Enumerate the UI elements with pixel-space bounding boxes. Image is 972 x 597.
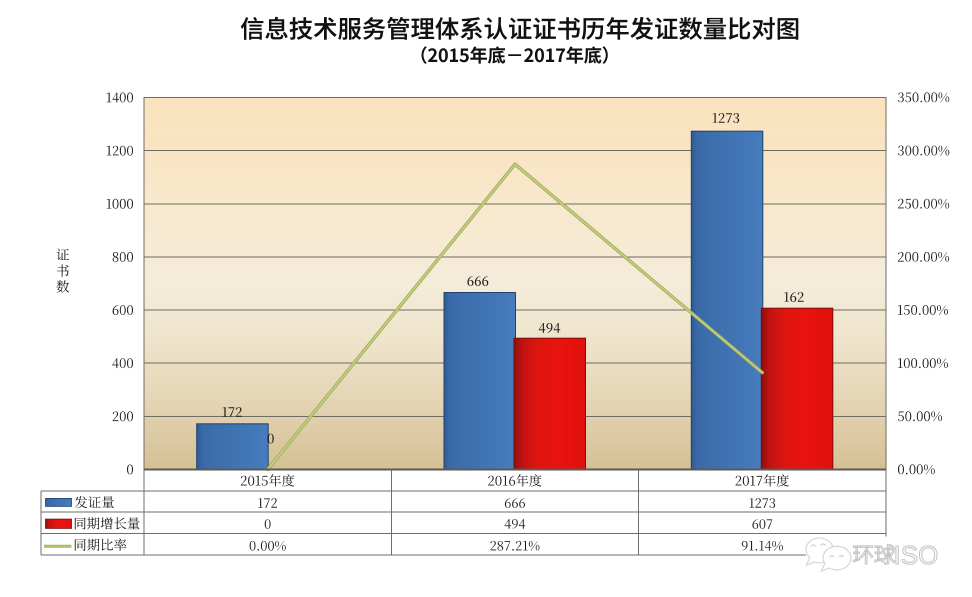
svg-text:ISO: ISO: [894, 540, 939, 570]
